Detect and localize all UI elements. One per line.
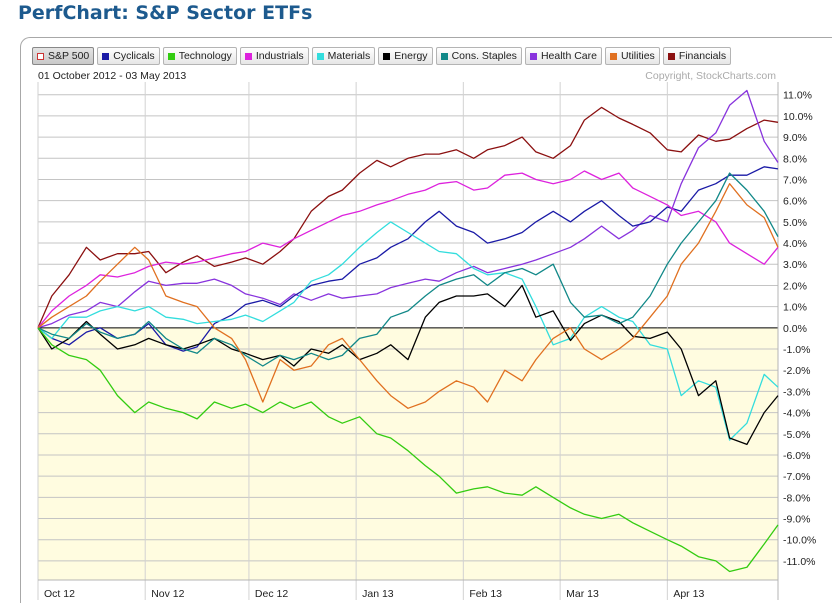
series-line-utilities[interactable]	[37, 183, 779, 409]
y-tick-label: -1.0%	[783, 344, 810, 356]
x-tick-label: Nov 12	[151, 588, 184, 600]
y-tick-label: 3.0%	[783, 259, 807, 271]
x-tick-label: Feb 13	[469, 588, 502, 600]
y-tick-label: 2.0%	[783, 280, 807, 292]
legend-item-technology[interactable]: Technology	[162, 47, 237, 65]
legend-label: Materials	[327, 50, 371, 62]
series-line-materials[interactable]	[37, 221, 779, 441]
series-line-energy[interactable]	[37, 284, 779, 446]
y-tick-label: 5.0%	[783, 217, 807, 229]
legend-label: Technology	[178, 50, 232, 62]
legend-swatch	[609, 52, 617, 60]
series-line-financials[interactable]	[37, 106, 779, 329]
legend-item-utilities[interactable]: Utilities	[604, 47, 660, 65]
legend-item-cons-staples[interactable]: Cons. Staples	[435, 47, 522, 65]
series-line-cyclicals[interactable]	[37, 166, 779, 352]
y-tick-label: 9.0%	[783, 132, 807, 144]
legend-swatch	[37, 52, 44, 60]
legend-swatch	[102, 52, 110, 60]
y-tick-label: -4.0%	[783, 408, 810, 420]
legend-label: S&P 500	[48, 50, 90, 62]
legend-item-cyclicals[interactable]: Cyclicals	[97, 47, 160, 65]
legend-item-industrials[interactable]: Industrials	[239, 47, 309, 65]
legend-swatch	[316, 52, 324, 60]
y-tick-label: -8.0%	[783, 492, 810, 504]
legend-swatch	[529, 52, 537, 60]
y-tick-label: 7.0%	[783, 174, 807, 186]
legend-item-financials[interactable]: Financials	[662, 47, 732, 65]
y-tick-label: 11.0%	[783, 90, 812, 102]
y-tick-label: 6.0%	[783, 196, 807, 208]
y-tick-label: -10.0%	[783, 535, 816, 547]
x-tick-label: Mar 13	[566, 588, 599, 600]
legend-label: Energy	[394, 50, 428, 62]
x-tick-label: Jan 13	[362, 588, 394, 600]
legend-item-s-p-500[interactable]: S&P 500	[32, 47, 95, 65]
legend-item-energy[interactable]: Energy	[378, 47, 433, 65]
legend-label: Cyclicals	[113, 50, 155, 62]
y-tick-label: 8.0%	[783, 153, 807, 165]
y-tick-label: -9.0%	[783, 514, 810, 526]
series-line-technology[interactable]	[37, 327, 779, 573]
legend-swatch	[667, 52, 675, 60]
legend: S&P 500 Cyclicals Technology Industrials Mat…	[32, 47, 732, 65]
y-tick-label: 0.0%	[783, 323, 807, 335]
series-line-cons-staples[interactable]	[37, 172, 779, 367]
legend-label: Health Care	[540, 50, 597, 62]
x-tick-label: Dec 12	[255, 588, 288, 600]
page-title: PerfChart: S&P Sector ETFs	[18, 2, 313, 24]
y-tick-label: -7.0%	[783, 471, 810, 483]
legend-item-health-care[interactable]: Health Care	[524, 47, 602, 65]
y-tick-label: -6.0%	[783, 450, 810, 462]
y-tick-label: -5.0%	[783, 429, 810, 441]
date-range: 01 October 2012 - 03 May 2013	[38, 70, 187, 82]
legend-swatch	[440, 52, 448, 60]
y-tick-label: -2.0%	[783, 365, 810, 377]
legend-label: Cons. Staples	[451, 50, 517, 62]
legend-label: Financials	[678, 50, 727, 62]
legend-label: Utilities	[620, 50, 655, 62]
y-tick-label: -3.0%	[783, 386, 810, 398]
x-tick-label: Oct 12	[44, 588, 75, 600]
legend-swatch	[167, 52, 175, 60]
legend-item-materials[interactable]: Materials	[311, 47, 376, 65]
series-line-industrials[interactable]	[37, 170, 779, 329]
legend-swatch	[244, 52, 252, 60]
legend-label: Industrials	[255, 50, 304, 62]
x-tick-label: Apr 13	[673, 588, 704, 600]
y-tick-label: 1.0%	[783, 302, 807, 314]
copyright: Copyright, StockCharts.com	[645, 70, 776, 82]
y-tick-label: 10.0%	[783, 111, 813, 123]
y-tick-label: 4.0%	[783, 238, 807, 250]
y-tick-label: -11.0%	[783, 556, 816, 568]
legend-swatch	[383, 52, 391, 60]
